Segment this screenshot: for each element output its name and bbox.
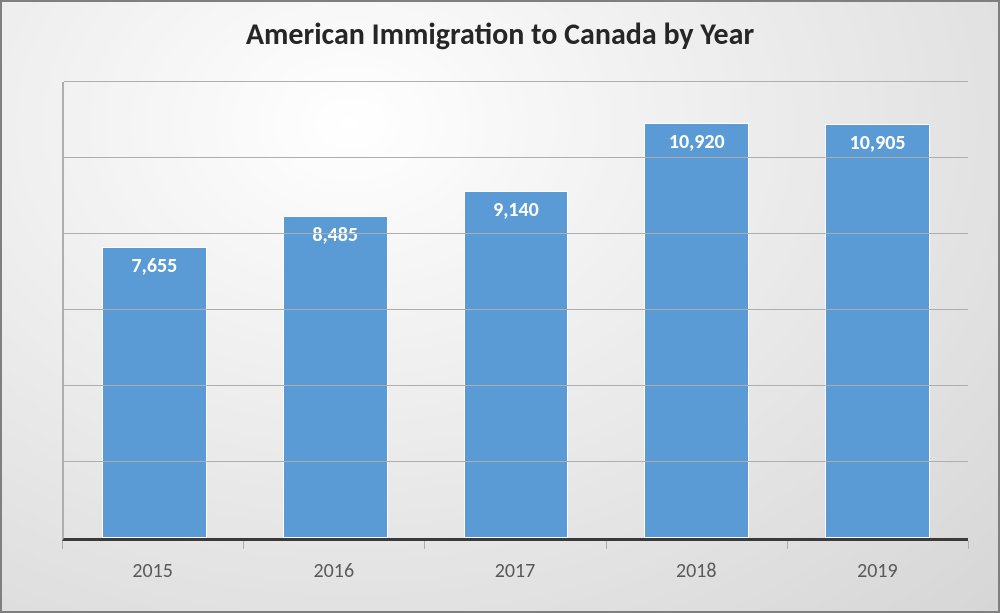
bar-value-label: 8,485 (312, 223, 358, 247)
bar-value-label: 10,920 (669, 130, 725, 154)
x-axis-label: 2015 (62, 541, 243, 611)
bar-slot: 10,905 (787, 82, 968, 538)
chart-container: American Immigration to Canada by Year 7… (0, 0, 1000, 613)
gridline (64, 309, 968, 310)
gridline (64, 233, 968, 234)
bar-slot: 9,140 (426, 82, 607, 538)
bar-slot: 10,920 (606, 82, 787, 538)
x-tick (968, 541, 969, 549)
bar-value-label: 9,140 (493, 198, 539, 222)
x-tick (424, 541, 425, 549)
x-tick (62, 541, 63, 549)
gridline (64, 157, 968, 158)
x-tick (243, 541, 244, 549)
bar-slot: 8,485 (245, 82, 426, 538)
plot-area: 7,655 8,485 9,140 10,920 10,905 (62, 82, 968, 541)
x-axis-label: 2019 (787, 541, 968, 611)
bars-group: 7,655 8,485 9,140 10,920 10,905 (64, 82, 968, 538)
gridline (64, 81, 968, 82)
x-axis-label: 2018 (606, 541, 787, 611)
bar: 9,140 (464, 191, 569, 538)
x-axis-label: 2016 (243, 541, 424, 611)
gridline (64, 461, 968, 462)
x-axis: 20152016201720182019 (62, 541, 968, 611)
bar: 8,485 (283, 216, 388, 538)
bar-slot: 7,655 (64, 82, 245, 538)
bar-value-label: 10,905 (850, 131, 906, 155)
x-tick (787, 541, 788, 549)
bar: 7,655 (102, 247, 207, 538)
bar-value-label: 7,655 (132, 254, 178, 278)
gridline (64, 385, 968, 386)
bar: 10,920 (644, 123, 749, 538)
bar: 10,905 (825, 124, 930, 538)
x-axis-label: 2017 (424, 541, 605, 611)
x-tick (606, 541, 607, 549)
chart-title: American Immigration to Canada by Year (2, 16, 998, 53)
